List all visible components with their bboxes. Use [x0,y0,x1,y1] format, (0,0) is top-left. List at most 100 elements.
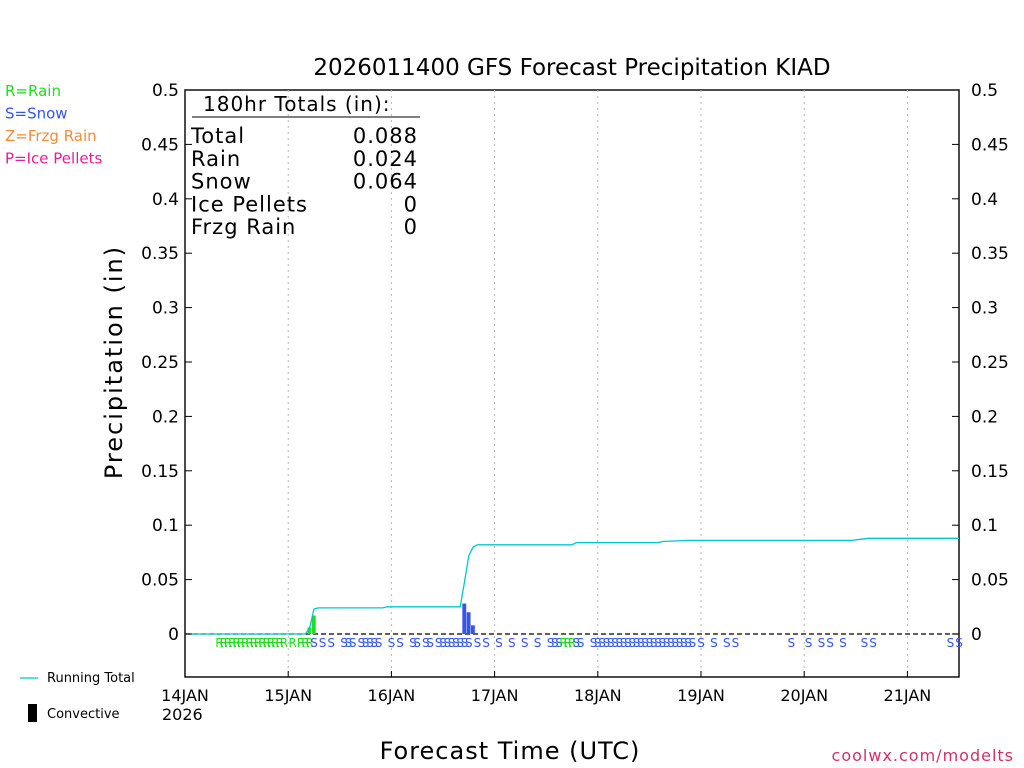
x-tick-label: 14JAN [161,686,209,705]
precip-bar [462,603,467,634]
precip-type-letter: S [641,636,649,650]
precip-type-letter: R [250,636,258,650]
precip-type-letter: R [280,636,288,650]
precip-type-letter: S [654,636,662,650]
y-tick-label-left: 0.25 [141,353,179,373]
precip-type-letter: S [572,636,580,650]
y-axis-ticks: 0 00.05 0.050.1 0.10.15 0.150.2 0.20.25 0.250.… [141,81,1009,645]
precip-type-letter: S [805,636,813,650]
precip-type-letter: S [624,636,632,650]
precip-type-letter: S [861,636,869,650]
precip-type-letter: R [241,636,249,650]
totals-row-label: Snow [191,170,252,194]
running-total-layer [185,537,959,635]
running-total-legend-label: Running Total [47,671,135,686]
y-axis-label: Precipitation (in) [100,245,128,479]
precip-type-letter: S [663,636,671,650]
y-tick-label-right: 0.3 [971,299,998,319]
precip-type-letter: R [297,636,305,650]
x-tick-label: 20JAN [780,686,828,705]
precip-type-letter: S [869,636,877,650]
y-tick-label-right: 0 [971,625,982,645]
y-tick-label-right: 0.05 [971,571,1009,591]
precip-type-letter: S [370,636,378,650]
precip-type-letter: S [366,636,374,650]
precip-type-letter: S [534,636,542,650]
precip-type-letter: S [521,636,529,650]
precip-bar [466,612,471,634]
precip-type-letter: R [568,636,576,650]
x-tick-label: 18JAN [574,686,622,705]
y-tick-label-right: 0.45 [971,135,1009,155]
precip-type-letter: S [461,636,469,650]
precip-type-letter: R [232,636,240,650]
y-tick-label-left: 0.3 [152,299,179,319]
precip-type-letter: S [603,636,611,650]
precip-type-letter: S [650,636,658,650]
totals-row-label: Rain [191,147,241,171]
precip-type-letter: R [254,636,262,650]
precip-type-letter: S [637,636,645,650]
precip-type-letter: S [611,636,619,650]
precip-type-letter: S [388,636,396,650]
precip-type-letter: R [559,636,567,650]
precip-type-letter: S [327,636,335,650]
precip-type-legend-item: P=Ice Pellets [5,150,102,168]
chart-title: 2026011400 GFS Forecast Precipitation KI… [313,55,830,81]
precip-type-letter: S [413,636,421,650]
y-tick-label-right: 0.2 [971,407,998,427]
precip-type-letter: S [826,636,834,650]
precip-type-letter: S [555,636,563,650]
totals-row-label: Ice Pellets [191,192,308,216]
grid-layer [185,90,959,677]
series-legend: Running Total Convective [20,671,135,722]
precip-type-letter: S [448,636,456,650]
precip-type-letter: S [732,636,740,650]
y-tick-label-right: 0.35 [971,244,1009,264]
convective-legend-swatch [28,704,37,722]
precip-type-letter: S [495,636,503,650]
precip-type-letter: S [671,636,679,650]
totals-rows: Total 0.088 Rain 0.024 Snow 0.064 Ice Pellets 0… [190,124,418,239]
precip-type-letter: S [375,636,383,650]
x-axis-label: Forecast Time (UTC) [380,737,641,765]
y-tick-label-left: 0.5 [152,81,179,101]
y-tick-label-right: 0.5 [971,81,998,101]
y-tick-label-left: 0.4 [152,190,179,210]
x-tick-label: 16JAN [368,686,416,705]
y-tick-label-right: 0.4 [971,190,998,210]
precip-type-letter: R [275,636,283,650]
y-tick-label-left: 0.1 [152,516,179,536]
totals-row-label: Frzg Rain [191,215,296,239]
precip-type-legend-item: Z=Frzg Rain [5,127,97,145]
precip-type-letter: S [482,636,490,650]
precip-type-letter: S [839,636,847,650]
precip-type-letter: S [658,636,666,650]
precip-type-letter: S [615,636,623,650]
precip-type-letter: S [955,636,963,650]
precip-type-letter: R [237,636,245,650]
precip-type-letter: S [680,636,688,650]
x-tick-label: 19JAN [677,686,725,705]
x-axis-ticks: 14JAN 15JAN 16JAN 17JAN 18JAN 19JAN 20JAN 21JAN [161,671,931,705]
x-year-label: 2026 [162,705,203,724]
precip-type-letter: S [357,636,365,650]
precip-type-letter: S [818,636,826,650]
precip-bar [307,627,312,634]
totals-header: 180hr Totals (in): [203,92,391,116]
y-tick-label-left: 0.15 [141,462,179,482]
precip-type-letter: S [723,636,731,650]
precip-type-letter: S [689,636,697,650]
totals-row-value: 0.024 [353,147,418,171]
precip-type-letter: S [628,636,636,650]
precip-type-letter: S [547,636,555,650]
y-tick-label-right: 0.25 [971,353,1009,373]
precip-type-letter: S [508,636,516,650]
precip-type-letter: S [633,636,641,650]
precip-type-letter: S [598,636,606,650]
precip-type-letter: S [409,636,417,650]
precip-type-letter: S [947,636,955,650]
bar-layer [307,603,475,634]
